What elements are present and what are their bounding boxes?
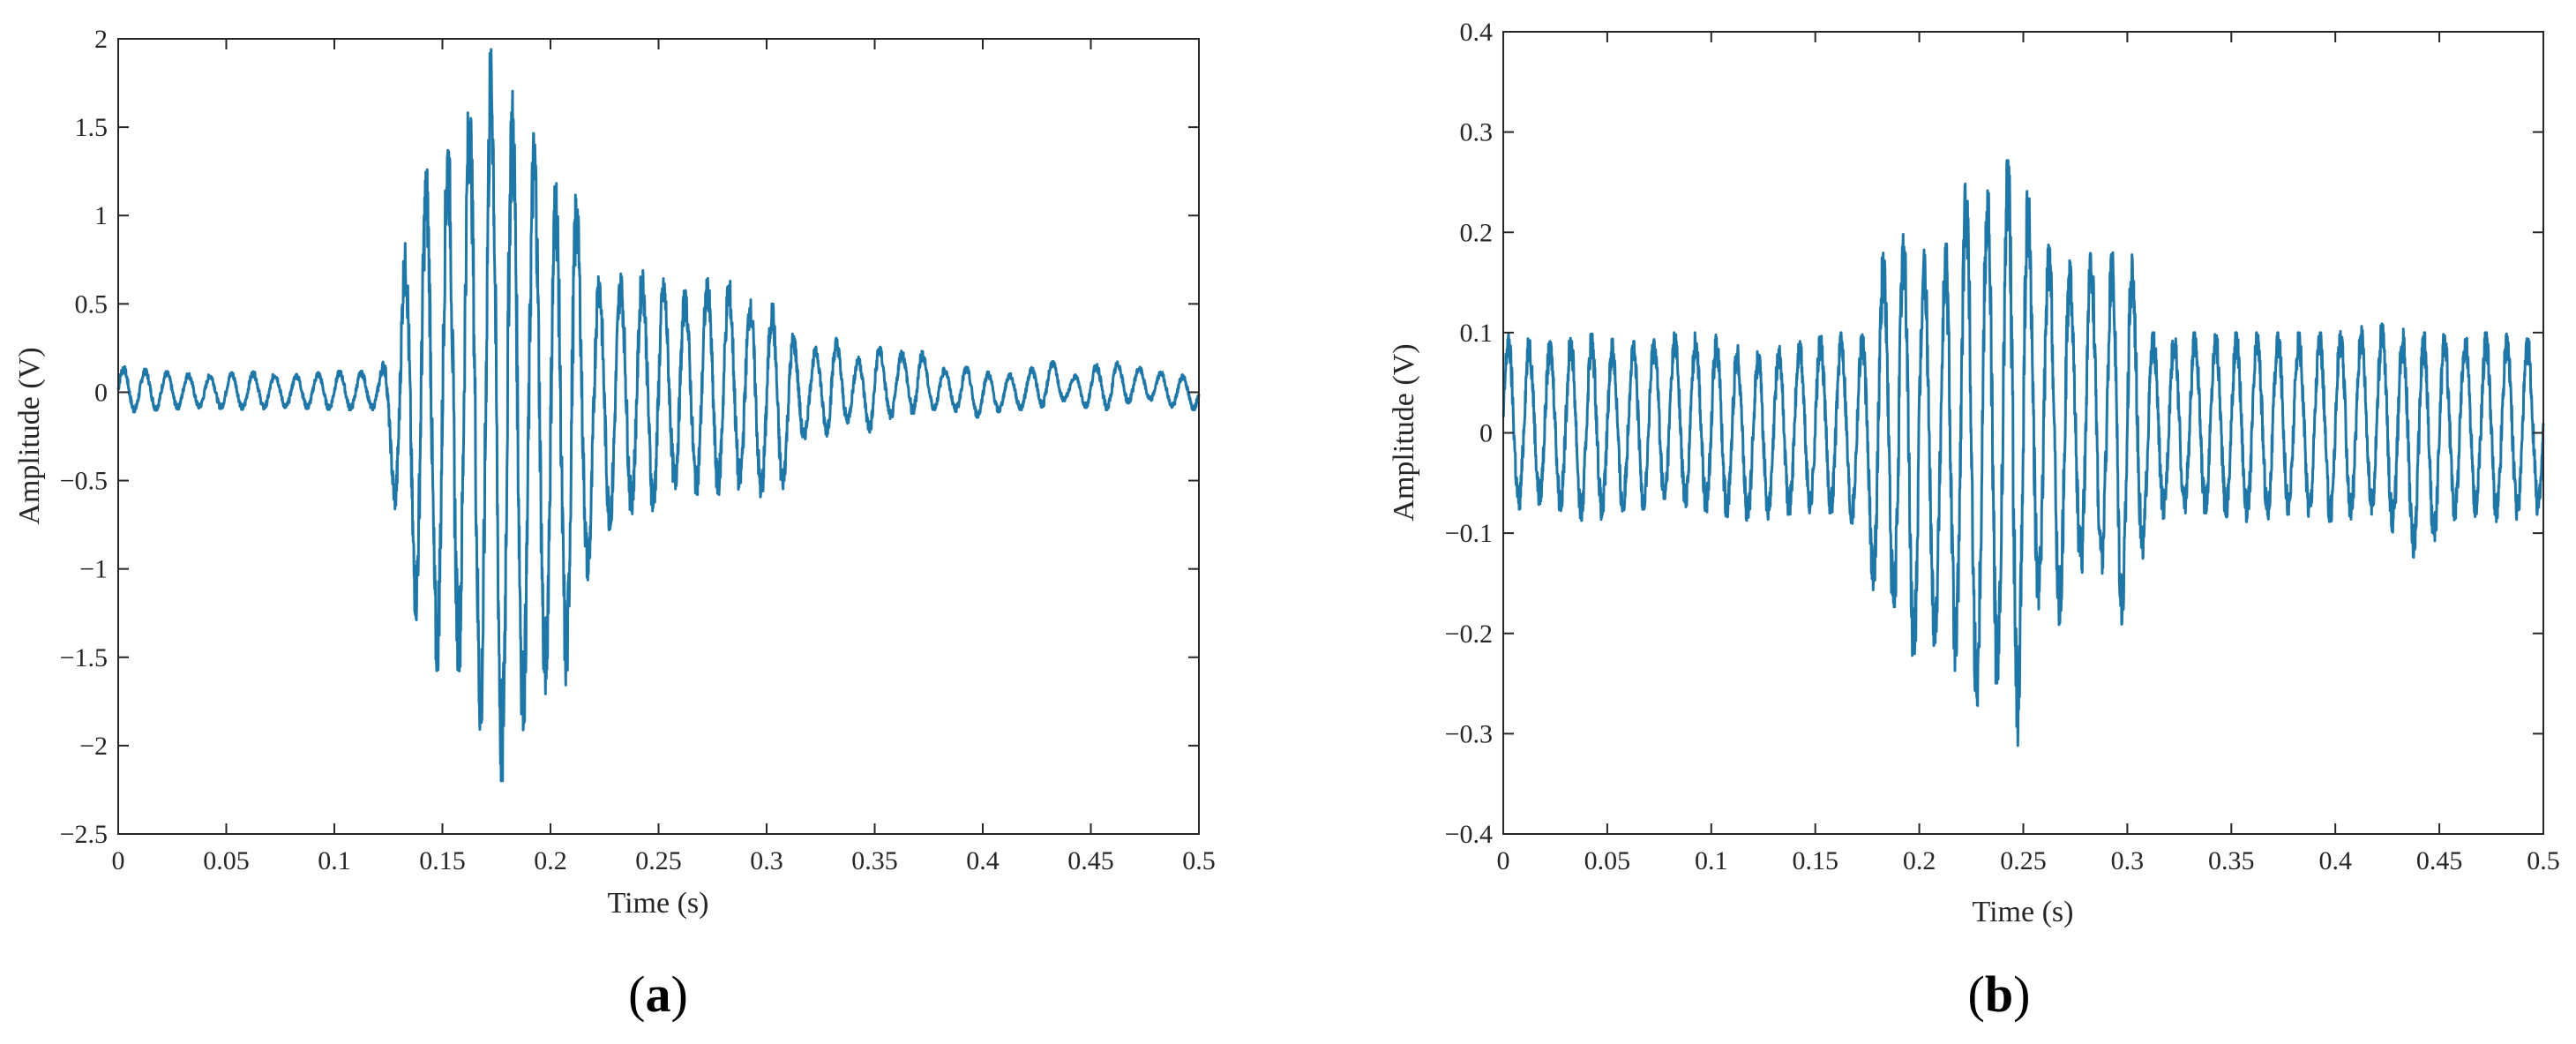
panel-b-xtick-label: 0.15 (1792, 846, 1838, 875)
panel-a-ytick-label: 0 (94, 378, 108, 407)
panel-b-ylabel: Amplitude (V) (1388, 343, 1420, 521)
panel-a-xtick-label: 0.5 (1182, 846, 1216, 875)
panel-a-ticks: 0 0.05 0.1 0.15 0.2 0.25 0.3 0.35 0.4 0.45 0.5 −2.5… (60, 25, 1216, 875)
panel-b-ytick-label: −0.4 (1445, 820, 1493, 849)
panel-a-xtick-label: 0.2 (534, 846, 567, 875)
panel-a: 0 0.05 0.1 0.15 0.2 0.25 0.3 0.35 0.4 0.45 0.5 −2.5… (13, 25, 1216, 1023)
panel-a-ytick-label: −2.5 (60, 820, 108, 849)
panel-a-ytick-label: 1 (94, 201, 108, 230)
panel-b-xlabel: Time (s) (1973, 896, 2074, 928)
panel-b-xtick-label: 0 (1497, 846, 1510, 875)
panel-b-ytick-label: −0.2 (1445, 620, 1493, 649)
panel-b-xtick-label: 0.25 (2000, 846, 2047, 875)
panel-a-ytick-label: 0.5 (75, 289, 109, 319)
panel-a-xtick-label: 0.45 (1067, 846, 1114, 875)
panel-a-signal (116, 48, 1201, 783)
panel-b-xtick-label: 0.3 (2111, 846, 2145, 875)
panel-a-ytick-label: −2 (79, 732, 108, 761)
panel-b-ytick-label: 0 (1479, 419, 1493, 448)
panel-b-label: (b) (1968, 965, 2031, 1023)
panel-b-ytick-label: 0.2 (1460, 218, 1494, 247)
panel-b-signal-line (1501, 159, 2545, 747)
panel-b-xtick-label: 0.4 (2318, 846, 2352, 875)
panel-a-xtick-label: 0.15 (419, 846, 466, 875)
panel-a-xtick-label: 0.05 (203, 846, 250, 875)
panel-a-ylabel: Amplitude (V) (13, 347, 46, 524)
panel-a-xtick-label: 0 (112, 846, 125, 875)
panel-b-xtick-label: 0.05 (1584, 846, 1631, 875)
panel-a-ytick-label: −0.5 (60, 467, 108, 496)
panel-b-xtick-label: 0.5 (2527, 846, 2560, 875)
panel-a-ytick-label: 2 (94, 25, 108, 54)
panel-b-ytick-label: −0.3 (1445, 719, 1493, 748)
panel-b-ytick-label: 0.1 (1460, 319, 1494, 348)
panel-a-xtick-label: 0.35 (851, 846, 898, 875)
panel-a-xlabel: Time (s) (608, 887, 709, 920)
panel-b-ytick-label: 0.4 (1460, 18, 1494, 47)
panel-a-ytick-label: 1.5 (75, 113, 109, 142)
panel-b-xtick-label: 0.2 (1903, 846, 1936, 875)
panel-b: 0 0.05 0.1 0.15 0.2 0.25 0.3 0.35 0.4 0.45 0.5 −0.4… (1388, 18, 2560, 1023)
panel-a-signal-line (116, 48, 1201, 783)
panel-a-label: (a) (628, 965, 688, 1023)
panel-b-xtick-label: 0.35 (2208, 846, 2255, 875)
panel-b-ticks: 0 0.05 0.1 0.15 0.2 0.25 0.3 0.35 0.4 0.45 0.5 −0.4… (1445, 18, 2560, 875)
panel-a-ytick-label: −1 (79, 555, 108, 584)
panel-a-xtick-label: 0.25 (635, 846, 682, 875)
panel-b-ytick-label: 0.3 (1460, 118, 1494, 147)
panel-a-xtick-label: 0.3 (750, 846, 783, 875)
panel-b-signal (1501, 159, 2545, 747)
panel-a-ytick-label: −1.5 (60, 643, 108, 672)
panel-a-xtick-label: 0.4 (966, 846, 1000, 875)
panel-a-xtick-label: 0.1 (318, 846, 351, 875)
panel-b-xtick-label: 0.45 (2416, 846, 2463, 875)
panel-b-xtick-label: 0.1 (1695, 846, 1728, 875)
panel-b-ytick-label: −0.1 (1445, 519, 1493, 548)
